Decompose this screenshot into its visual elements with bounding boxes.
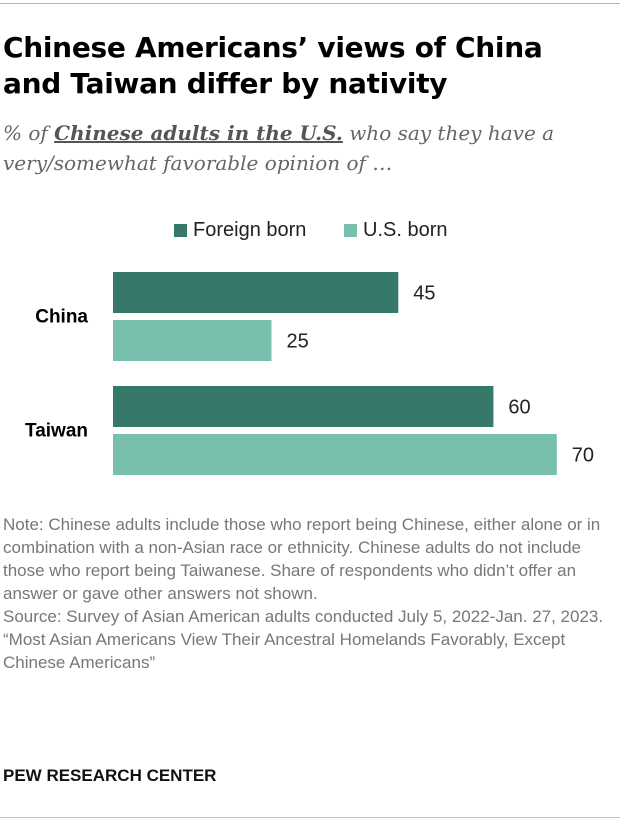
legend-item-foreign-born: Foreign born — [174, 219, 306, 242]
bar-chart: China 45 25 Taiwan 60 70 — [25, 272, 594, 475]
legend-label-us-born: U.S. born — [363, 219, 448, 241]
bar-china-foreign-born — [113, 272, 399, 313]
bar-taiwan-foreign-born — [113, 386, 494, 427]
brand-logo-text: PEW RESEARCH CENTER — [3, 766, 217, 785]
bar-china-u-s-born — [113, 320, 272, 361]
subtitle-emphasis-link[interactable]: Chinese adults in the U.S. — [54, 121, 343, 145]
subtitle-suffix: who say they have a very/somewhat favora… — [3, 121, 555, 175]
report-title-link[interactable]: “Most Asian Americans View Their Ancestr… — [3, 630, 566, 672]
category-label-china: China — [35, 307, 88, 328]
data-label-china-foreign-born: 45 — [413, 283, 435, 305]
subtitle-prefix: % of — [3, 121, 48, 145]
data-label-taiwan-foreign-born: 60 — [508, 397, 530, 419]
legend-swatch-us-born — [344, 224, 357, 237]
legend-swatch-foreign-born — [174, 224, 187, 237]
chart-title: Chinese Americans’ views of China and Ta… — [3, 31, 543, 100]
bottom-rule — [0, 817, 620, 818]
note-text: Note: Chinese adults include those who r… — [3, 515, 601, 603]
data-label-china-u-s-born: 25 — [287, 331, 309, 353]
legend-item-us-born: U.S. born — [344, 219, 447, 242]
chart-notes: Note: Chinese adults include those who r… — [3, 513, 615, 674]
top-rule — [0, 3, 620, 4]
category-label-taiwan: Taiwan — [25, 421, 88, 442]
bar-taiwan-u-s-born — [113, 434, 557, 475]
chart-legend: Foreign born U.S. born — [0, 219, 620, 243]
source-text: Source: Survey of Asian American adults … — [3, 607, 604, 626]
legend-label-foreign-born: Foreign born — [193, 219, 307, 241]
data-label-taiwan-u-s-born: 70 — [572, 445, 594, 467]
chart-subtitle: % of Chinese adults in the U.S. who say … — [3, 118, 613, 178]
